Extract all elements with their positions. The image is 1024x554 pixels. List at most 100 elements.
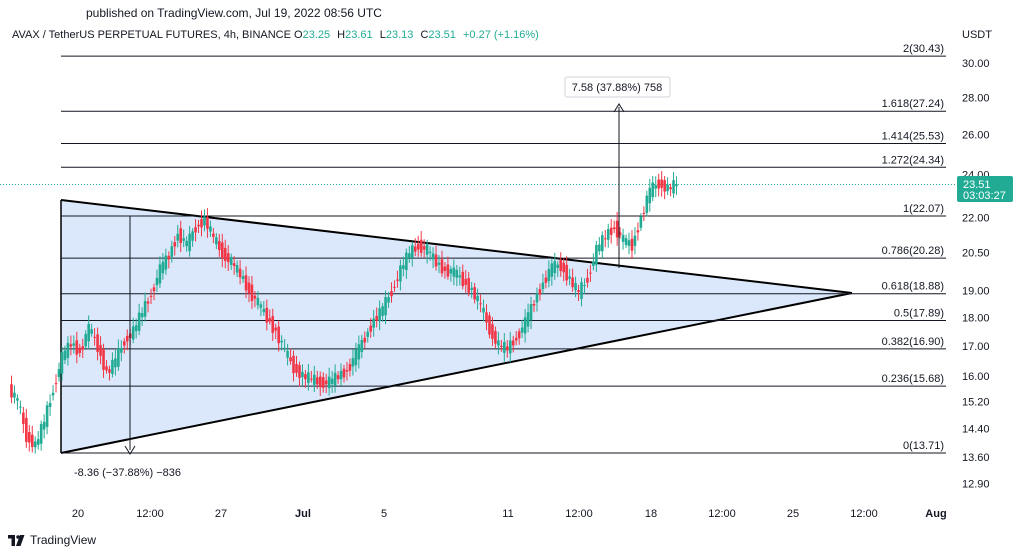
candle-body-94: [289, 357, 292, 362]
candle-body-140: [425, 244, 429, 255]
y-tick-4: 22.00: [962, 213, 990, 225]
candle-body-125: [381, 306, 384, 316]
close-label: C: [420, 29, 429, 41]
candle-body-158: [479, 303, 482, 305]
candle-body-105: [321, 377, 325, 388]
candle-body-112: [342, 368, 346, 378]
fib-label-1: 1.618(27.24): [882, 98, 944, 110]
y-tick-2: 26.00: [962, 129, 990, 141]
candle-body-84: [259, 304, 263, 308]
candle-body-195: [589, 272, 592, 274]
candle-body-153: [464, 278, 468, 285]
candle-body-180: [544, 277, 548, 283]
candle-body-155: [470, 287, 473, 290]
candle-body-179: [541, 282, 545, 289]
candle-body-152: [461, 271, 465, 287]
candles: [10, 171, 678, 454]
candle-body-13: [48, 402, 52, 408]
y-tick-12: 13.60: [962, 452, 990, 464]
candle-body-115: [351, 358, 355, 367]
y-tick-5: 20.50: [962, 248, 990, 260]
candle-body-170: [514, 337, 518, 341]
candle-body-102: [313, 374, 316, 385]
lower-trendline: [60, 292, 853, 454]
candle-body-16: [57, 369, 61, 377]
candle-body-200: [603, 238, 607, 240]
candle-body-124: [378, 308, 381, 322]
x-tick-6: 12:00: [565, 508, 593, 520]
candle-body-133: [405, 252, 408, 271]
candle-body-80: [247, 282, 251, 294]
candle-body-122: [372, 318, 375, 328]
candle-body-206: [621, 234, 625, 242]
symbol-name[interactable]: AVAX / TetherUS PERPETUAL FUTURES, 4h, B…: [12, 29, 291, 41]
candle-body-199: [600, 235, 604, 252]
y-tick-9: 16.00: [962, 371, 990, 383]
candle-body-91: [280, 340, 283, 343]
candle-body-184: [556, 264, 560, 268]
candle-body-194: [586, 277, 589, 283]
time-axis[interactable]: 20 12:00 27 Jul 5 11 12:00 18 12:00 25 12:00 Aug: [72, 508, 947, 520]
candle-body-119: [363, 337, 367, 343]
candle-body-39: [125, 335, 129, 342]
candle-body-185: [559, 259, 563, 271]
candle-body-98: [301, 371, 304, 378]
y-tick-0: 30.00: [962, 58, 990, 70]
candle-body-29: [96, 334, 99, 352]
y-tick-1: 28.00: [962, 93, 990, 105]
candle-body-187: [565, 264, 568, 281]
fib-label-8: 0.382(16.90): [882, 336, 944, 348]
measure-up-box: [564, 76, 671, 98]
candle-body-167: [505, 346, 509, 351]
candle-body-110: [336, 375, 340, 380]
candle-body-34: [111, 359, 114, 374]
candle-body-109: [333, 372, 337, 386]
candle-body-70: [218, 241, 221, 251]
candle-body-145: [440, 259, 444, 274]
candle-body-0: [10, 384, 13, 398]
candle-body-207: [624, 238, 628, 245]
candle-body-17: [60, 352, 64, 374]
candle-body-11: [42, 421, 46, 430]
tradingview-logo[interactable]: TradingView: [8, 533, 96, 547]
candle-body-43: [137, 312, 141, 331]
measure-up-arrow: [613, 103, 625, 113]
candle-body-215: [648, 187, 652, 204]
candle-body-178: [538, 289, 542, 295]
candle-body-32: [105, 366, 108, 371]
candle-body-131: [399, 265, 402, 282]
candle-body-134: [408, 253, 411, 258]
change-value: +0.27 (+1.16%): [462, 29, 539, 41]
candle-body-25: [84, 333, 88, 347]
candle-body-77: [238, 268, 242, 278]
candle-body-97: [298, 365, 301, 378]
candle-body-58: [182, 238, 185, 241]
x-tick-2: 27: [215, 508, 227, 520]
candle-body-214: [645, 195, 649, 213]
tradingview-logo-icon: [8, 534, 25, 546]
candle-body-44: [140, 313, 144, 318]
candle-body-224: [675, 184, 678, 187]
candle-body-81: [250, 284, 254, 302]
candle-body-146: [443, 266, 447, 271]
candle-body-86: [265, 307, 269, 323]
candle-body-149: [452, 267, 456, 277]
candle-body-10: [39, 423, 43, 444]
candle-body-21: [72, 343, 76, 346]
candle-body-41: [131, 326, 135, 340]
candle-body-114: [348, 364, 352, 371]
candle-body-30: [99, 344, 102, 356]
candle-body-129: [393, 286, 396, 288]
candle-body-162: [491, 324, 494, 339]
y-tick-7: 18.00: [962, 312, 990, 324]
candle-body-157: [476, 295, 479, 302]
candle-body-20: [69, 344, 73, 347]
candle-body-100: [307, 372, 310, 384]
candle-body-221: [666, 184, 669, 192]
published-caption: published on TradingView.com, Jul 19, 20…: [86, 6, 382, 20]
candle-body-4: [22, 412, 25, 425]
candle-body-126: [384, 297, 387, 316]
price-axis[interactable]: 30.0028.0026.0024.0022.0020.5019.0018.00…: [962, 58, 990, 490]
x-tick-4: 5: [381, 508, 387, 520]
